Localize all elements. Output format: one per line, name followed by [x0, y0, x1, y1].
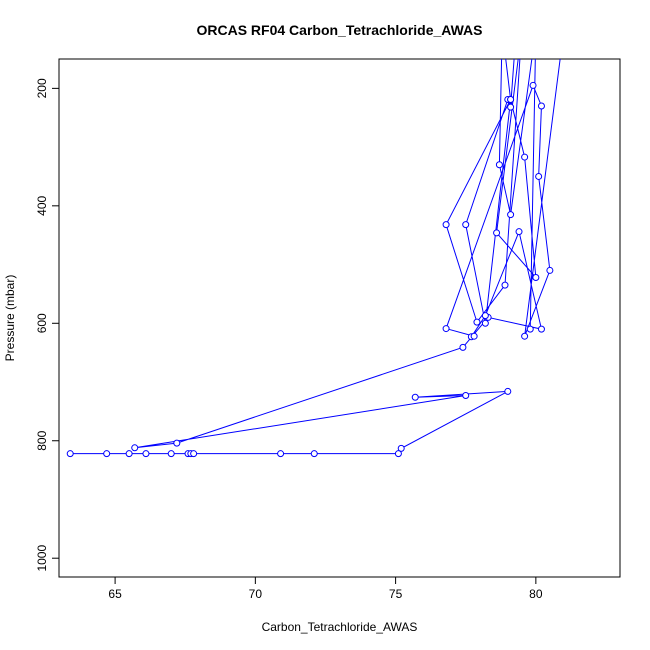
data-point [462, 392, 470, 400]
x-axis-label: Carbon_Tetrachloride_AWAS [262, 620, 418, 634]
data-point [493, 229, 501, 237]
y-tick-label: 1000 [35, 545, 49, 572]
data-point [481, 319, 489, 327]
data-point [470, 332, 478, 340]
series-layer [66, 27, 567, 458]
y-axis-label: Pressure (mbar) [3, 275, 17, 362]
x-tick-label: 70 [249, 587, 263, 601]
data-point [507, 96, 515, 104]
data-point [495, 161, 503, 169]
data-point [507, 211, 515, 219]
data-point [142, 450, 150, 458]
data-point [131, 444, 139, 452]
data-point [537, 325, 545, 333]
data-point [529, 81, 537, 89]
data-point [499, 27, 505, 33]
data-point [66, 450, 74, 458]
data-point [462, 221, 470, 229]
data-point [442, 325, 450, 333]
y-tick-label: 800 [35, 430, 49, 450]
data-point [167, 450, 175, 458]
series-line [70, 59, 561, 455]
x-axis: 65 70 75 80 [108, 576, 543, 601]
data-point [535, 172, 543, 180]
data-point [504, 387, 512, 395]
data-point [515, 228, 523, 236]
data-point [526, 325, 534, 333]
data-point [519, 27, 525, 33]
data-point [277, 450, 285, 458]
data-point [459, 343, 467, 351]
data-point [521, 332, 529, 340]
data-point [310, 450, 318, 458]
data-point [561, 27, 567, 33]
data-point [190, 450, 198, 458]
y-axis: 200 400 600 800 1000 [35, 78, 60, 572]
data-point [532, 273, 540, 281]
y-tick-label: 600 [35, 313, 49, 333]
plot-frame [58, 58, 621, 578]
x-tick-label: 65 [108, 587, 122, 601]
chart-title: ORCAS RF04 Carbon_Tetrachloride_AWAS [196, 22, 482, 38]
x-tick-label: 75 [389, 587, 403, 601]
data-point [546, 266, 554, 274]
x-tick-label: 80 [529, 587, 543, 601]
data-point [442, 221, 450, 229]
data-point [394, 450, 402, 458]
y-tick-label: 400 [35, 195, 49, 215]
data-point [501, 281, 509, 289]
data-point [103, 450, 111, 458]
data-point [533, 27, 539, 33]
data-point [537, 102, 545, 110]
data-point [521, 153, 529, 161]
data-point [513, 27, 519, 33]
y-tick-label: 200 [35, 78, 49, 98]
data-point [507, 103, 515, 111]
data-point [473, 318, 481, 326]
data-point [125, 450, 133, 458]
data-point [173, 439, 181, 447]
data-point [397, 444, 405, 452]
data-point [411, 393, 419, 401]
data-point [481, 312, 489, 320]
